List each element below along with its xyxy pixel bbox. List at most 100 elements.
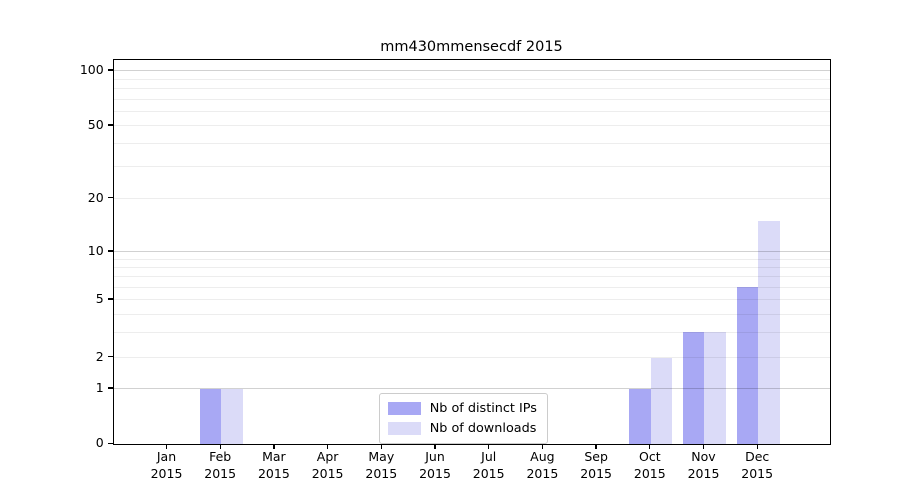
gridline-minor	[113, 143, 831, 145]
bar-distinct-ips	[629, 388, 651, 445]
x-tick-month: Jun	[425, 449, 445, 465]
x-tick-mark	[434, 444, 436, 450]
gridline-minor	[113, 276, 831, 278]
x-axis-tick-label: Mar 2015	[242, 449, 306, 482]
grid-layer	[113, 60, 831, 444]
legend: Nb of distinct IPs Nb of downloads	[378, 393, 548, 445]
gridline-major	[113, 388, 831, 390]
y-tick-mark	[108, 356, 113, 358]
bar-distinct-ips	[682, 332, 705, 445]
gridline-minor	[113, 166, 831, 168]
plot-area: Nb of distinct IPs Nb of downloads	[112, 59, 832, 446]
x-tick-mark	[541, 444, 544, 450]
y-tick-mark	[108, 197, 113, 199]
x-axis-tick-label: Jul 2015	[457, 449, 521, 482]
x-axis-tick-label: Nov 2015	[672, 449, 736, 482]
gridline-minor	[113, 266, 831, 268]
gridline-minor	[113, 98, 831, 100]
x-axis-tick-label: Sep 2015	[564, 449, 628, 482]
y-axis-tick-label: 1	[95, 380, 104, 395]
gridline-minor	[113, 331, 831, 333]
x-tick-mark	[649, 444, 651, 450]
x-tick-mark	[756, 444, 758, 450]
gridline-minor	[113, 299, 831, 301]
y-axis-tick-label: 5	[95, 291, 104, 306]
bar-downloads	[650, 357, 673, 445]
x-tick-month: Jul	[481, 449, 497, 465]
y-axis-tick-label: 100	[79, 62, 104, 77]
x-axis-tick-label: Oct 2015	[618, 449, 682, 482]
x-tick-month: May	[368, 449, 395, 465]
x-axis-tick-label: Feb 2015	[188, 449, 252, 482]
y-axis-tick-label: 10	[87, 243, 104, 258]
x-tick-year: 2015	[150, 465, 183, 481]
gridline-minor	[113, 78, 831, 80]
x-tick-mark	[219, 444, 221, 450]
x-tick-mark	[165, 444, 168, 450]
x-tick-month: Mar	[262, 449, 286, 465]
x-tick-year: 2015	[741, 465, 774, 481]
x-tick-month: Sep	[584, 449, 608, 465]
x-tick-year: 2015	[311, 465, 344, 481]
x-tick-month: Apr	[316, 449, 339, 465]
legend-label-distinct-ips: Nb of distinct IPs	[429, 401, 537, 417]
x-tick-year: 2015	[472, 465, 505, 481]
x-tick-year: 2015	[580, 465, 612, 481]
y-tick-mark	[108, 69, 113, 71]
x-tick-year: 2015	[204, 465, 237, 481]
gridline-minor	[113, 286, 831, 288]
x-tick-mark	[273, 444, 275, 450]
x-tick-year: 2015	[365, 465, 398, 481]
x-tick-mark	[380, 444, 382, 450]
x-axis-tick-label: Jun 2015	[403, 449, 467, 482]
x-tick-month: Oct	[638, 449, 661, 465]
gridline-major	[113, 251, 831, 253]
y-tick-mark	[108, 442, 113, 444]
x-tick-mark	[702, 444, 705, 450]
legend-swatch-distinct-ips	[387, 402, 421, 416]
gridline-minor	[113, 125, 831, 127]
x-tick-mark	[488, 444, 490, 450]
y-tick-mark	[108, 298, 113, 300]
y-axis-tick-label: 20	[87, 189, 104, 205]
y-tick-mark	[108, 387, 113, 389]
legend-entry-downloads: Nb of downloads	[387, 421, 537, 437]
bar-downloads	[758, 220, 780, 445]
y-axis-tick-label: 2	[95, 348, 104, 364]
x-tick-year: 2015	[257, 465, 290, 481]
x-axis-tick-label: Apr 2015	[296, 449, 360, 482]
gridline-minor	[113, 198, 831, 200]
y-axis-tick-label: 0	[95, 435, 104, 451]
x-tick-year: 2015	[687, 465, 720, 481]
x-tick-year: 2015	[526, 465, 559, 481]
x-tick-month: Aug	[530, 449, 555, 465]
x-tick-year: 2015	[633, 465, 666, 481]
x-axis-tick-label: May 2015	[349, 449, 413, 482]
x-tick-month: Feb	[209, 449, 232, 465]
bar-distinct-ips	[199, 388, 222, 445]
gridline-major	[113, 70, 831, 72]
legend-entry-distinct-ips: Nb of distinct IPs	[387, 401, 537, 417]
x-tick-mark	[595, 444, 597, 450]
chart-title: mm430mmensecdf 2015	[380, 39, 563, 55]
legend-label-downloads: Nb of downloads	[429, 421, 537, 437]
gridline-minor	[113, 313, 831, 315]
x-tick-month: Jan	[156, 449, 177, 465]
legend-swatch-downloads	[387, 422, 421, 436]
x-axis-tick-label: Jan 2015	[135, 449, 199, 482]
x-axis-tick-label: Aug 2015	[510, 449, 574, 482]
x-tick-month: Nov	[691, 449, 716, 465]
bar-distinct-ips	[736, 287, 759, 445]
gridline-minor	[113, 357, 831, 359]
x-tick-year: 2015	[419, 465, 451, 481]
x-axis-tick-label: Dec 2015	[725, 449, 789, 482]
x-tick-month: Dec	[745, 449, 770, 465]
y-tick-mark	[108, 250, 113, 252]
bars-layer	[114, 60, 831, 445]
y-tick-mark	[108, 124, 113, 126]
bar-downloads	[221, 388, 243, 445]
y-axis-tick-label: 50	[87, 117, 104, 132]
gridline-minor	[113, 111, 831, 113]
bar-downloads	[704, 332, 726, 445]
